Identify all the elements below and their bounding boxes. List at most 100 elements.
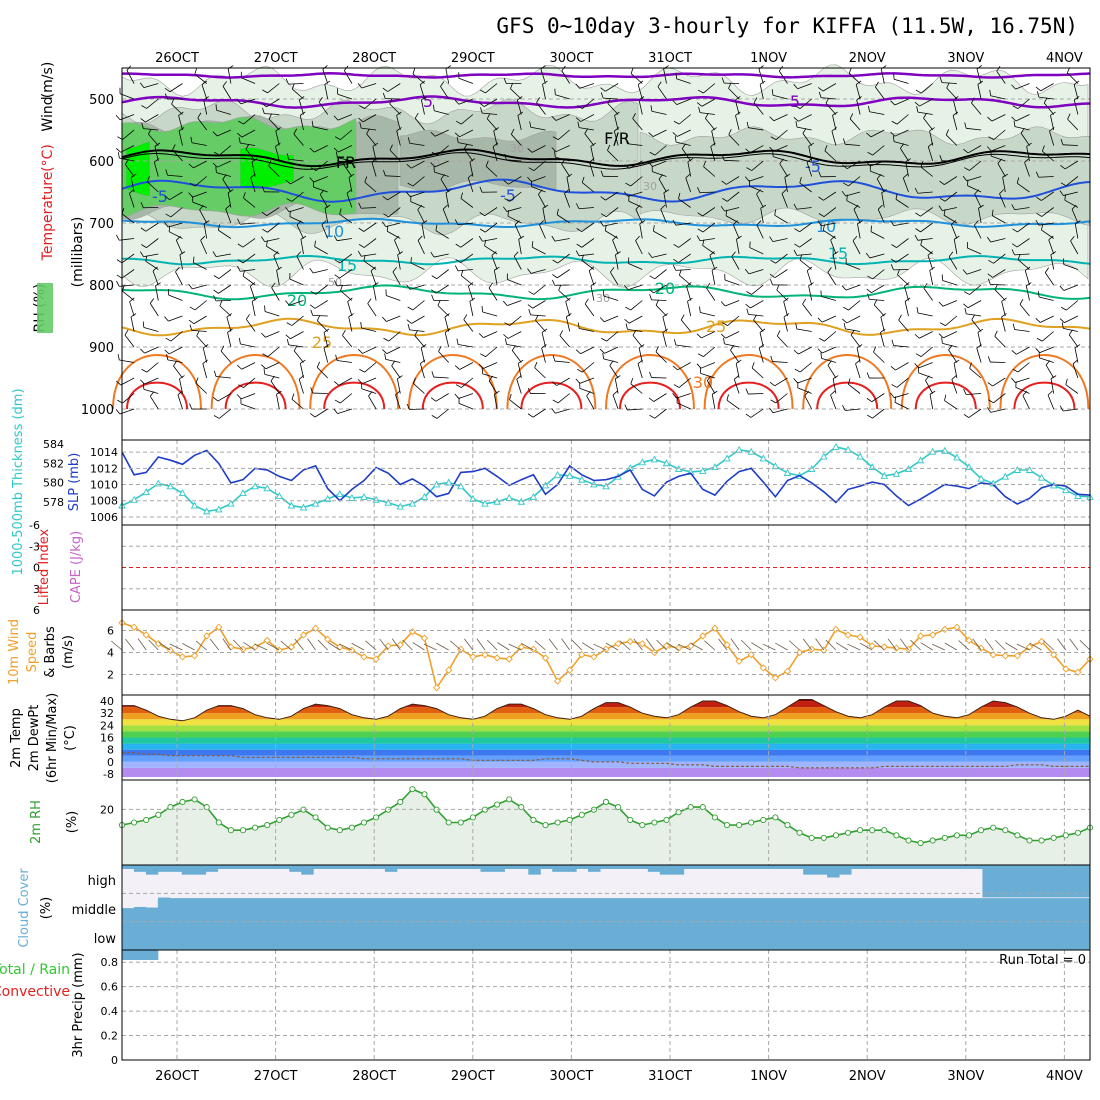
wind-barb-flag (1060, 182, 1067, 187)
wind-barb (824, 150, 837, 162)
wind-barb-flag (635, 235, 640, 241)
thickness-series-point (892, 469, 901, 477)
wind-barb-flag (395, 390, 401, 396)
y-label-slp: SLP (mb) (67, 453, 82, 512)
thickness-series-point (820, 452, 828, 460)
wind-barb-flag (492, 142, 499, 147)
wind-barb (555, 156, 570, 162)
cloud-mid-bar (767, 898, 780, 950)
wind10m-barb (209, 638, 220, 651)
wind-barb (873, 304, 885, 317)
wind-barb (361, 388, 377, 394)
wind-barb (1064, 315, 1079, 324)
wind-barb-flag (799, 254, 803, 261)
contour-label: -5 (500, 186, 516, 205)
wind10m-series-point (638, 640, 646, 648)
wind-barb-flag (824, 145, 828, 151)
wind-barb-flag (358, 202, 362, 209)
wind-barb-flag (630, 67, 634, 74)
diurnal-isotherm (914, 381, 977, 410)
wind-barb-flag (988, 259, 994, 264)
wind-barb-flag (971, 314, 976, 320)
wind-barb (651, 110, 667, 115)
wind-barb (614, 115, 619, 131)
wind-barb-flag (783, 297, 789, 302)
wind-barb-flag (324, 80, 331, 85)
wind-barb (657, 86, 667, 100)
wind10m-barb (280, 640, 292, 651)
wind-barb (386, 346, 401, 355)
cloud-mid-bar (361, 898, 374, 950)
wind10m-series-point (674, 644, 683, 652)
wind-barb (144, 346, 159, 354)
wind-barb (944, 176, 958, 185)
wind-barb (217, 160, 232, 168)
wind-barb (276, 394, 280, 410)
cloud-mid-bar (325, 898, 338, 950)
wind-barb-flag (178, 111, 184, 116)
wind-barb-flag (575, 203, 580, 209)
wind-barb-flag (849, 113, 854, 119)
wind-barb (203, 99, 208, 115)
wind-barb-flag (793, 117, 799, 122)
wind-barb (1024, 270, 1030, 286)
wind-barb-flag (870, 225, 873, 232)
wind-barb (385, 358, 401, 363)
wind-barb (831, 130, 837, 146)
wind-barb (484, 222, 498, 233)
wind-barb-flag (430, 397, 437, 402)
wind-barb (711, 270, 716, 286)
rh2m-series-point (663, 816, 670, 823)
thickness-series-point (215, 505, 223, 513)
wind-barb (227, 68, 232, 84)
wind-barb (948, 256, 958, 270)
wind-barb-flag (417, 204, 423, 210)
wind-barb (967, 300, 982, 309)
wind10m-barb (581, 642, 595, 651)
wind-barb (461, 114, 474, 125)
cloud-mid-bar (480, 898, 493, 950)
wind-barb-flag (200, 235, 206, 241)
wind-barb-flag (150, 391, 155, 397)
cloud-high-bar (970, 865, 983, 869)
wind-barb-flag (291, 393, 295, 400)
wind-barb-flag (480, 353, 486, 357)
wind-barb-flag (1071, 204, 1077, 210)
rh2m-series-point (445, 819, 452, 826)
wind-barb (434, 129, 449, 137)
wind-barb-flag (720, 301, 726, 307)
wind-barb-flag (974, 189, 980, 195)
wind-barb-flag (509, 393, 512, 400)
wind-barb-flag (939, 322, 946, 326)
wind-barb-flag (397, 375, 403, 380)
wind-barb (299, 115, 304, 131)
cloud-high-bar (910, 865, 924, 869)
cloud-mid-bar (564, 898, 577, 950)
thickness-series-point (336, 490, 344, 497)
rh2m-series-point (881, 827, 888, 834)
wind-barb (796, 207, 812, 210)
thickness-series-point (1025, 466, 1034, 473)
wind-barb (586, 395, 595, 410)
wind-barb-flag (115, 409, 121, 415)
wind-barb-flag (793, 84, 798, 90)
wind-barb-flag (655, 346, 659, 352)
wind-barb-flag (291, 83, 295, 90)
y-tick-slp: 1010 (90, 479, 118, 492)
wind-barb-flag (648, 289, 655, 294)
wind-barb-flag (484, 239, 487, 246)
y-label-temp2m: 2m Temp (9, 708, 24, 768)
wind-barb (832, 115, 837, 131)
y-label-wind10m: Speed (25, 632, 40, 673)
wind-barb (927, 146, 934, 162)
cloud-high-bar (695, 865, 709, 869)
wind-barb (517, 115, 522, 131)
wind-barb-flag (382, 195, 388, 201)
wind-barb-flag (818, 87, 824, 92)
wind-barb-flag (189, 324, 193, 331)
wind-barb (438, 351, 449, 363)
wind-barb (199, 209, 208, 224)
wind-barb (202, 363, 208, 379)
wind-barb (799, 182, 812, 193)
wind-barb (485, 83, 498, 94)
